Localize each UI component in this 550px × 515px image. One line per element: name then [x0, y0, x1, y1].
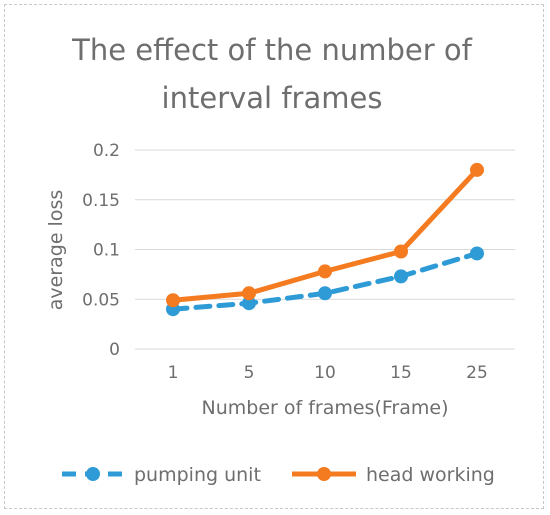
y-tick-label: 0.2 — [93, 141, 120, 161]
data-point — [166, 293, 180, 308]
y-tick-label: 0 — [109, 340, 120, 360]
x-tick-label: 1 — [168, 363, 179, 383]
series-layer — [166, 162, 484, 317]
legend-item-1: head working — [292, 464, 495, 486]
chart-frame — [4, 4, 544, 509]
series-1 — [166, 162, 484, 308]
chart-title-line-1: The effect of the number of — [71, 33, 472, 67]
data-point — [394, 244, 408, 259]
y-axis-label: average loss — [45, 190, 67, 311]
y-tick-label: 0.05 — [82, 290, 120, 310]
x-tick-label: 15 — [390, 363, 412, 383]
legend-swatch-marker — [317, 467, 331, 481]
series-line — [170, 167, 480, 303]
x-tick-label: 10 — [314, 363, 336, 383]
data-point — [470, 162, 484, 177]
legend-swatch-marker — [86, 467, 100, 481]
data-point — [394, 269, 408, 284]
grid-lines — [135, 149, 515, 350]
y-tick-label: 0.1 — [93, 241, 120, 261]
legend-label: head working — [366, 464, 495, 486]
legend-item-0: pumping unit — [62, 464, 261, 486]
x-axis-ticks: 1 5 10 15 25 — [168, 363, 488, 383]
x-tick-label: 5 — [244, 363, 255, 383]
data-point — [318, 286, 332, 301]
legend: pumping unit head working — [62, 464, 495, 486]
y-axis-ticks: 0 0.05 0.1 0.15 0.2 — [82, 141, 120, 360]
x-tick-label: 25 — [466, 363, 488, 383]
legend-label: pumping unit — [134, 464, 261, 486]
x-axis-label: Number of frames(Frame) — [202, 397, 449, 419]
chart-title-line-2: interval frames — [162, 81, 383, 115]
data-point — [242, 286, 256, 301]
series-0 — [166, 246, 484, 317]
series-line — [170, 250, 480, 312]
data-point — [470, 246, 484, 261]
data-point — [242, 296, 256, 311]
data-point — [318, 264, 332, 279]
y-tick-label: 0.15 — [82, 191, 120, 211]
